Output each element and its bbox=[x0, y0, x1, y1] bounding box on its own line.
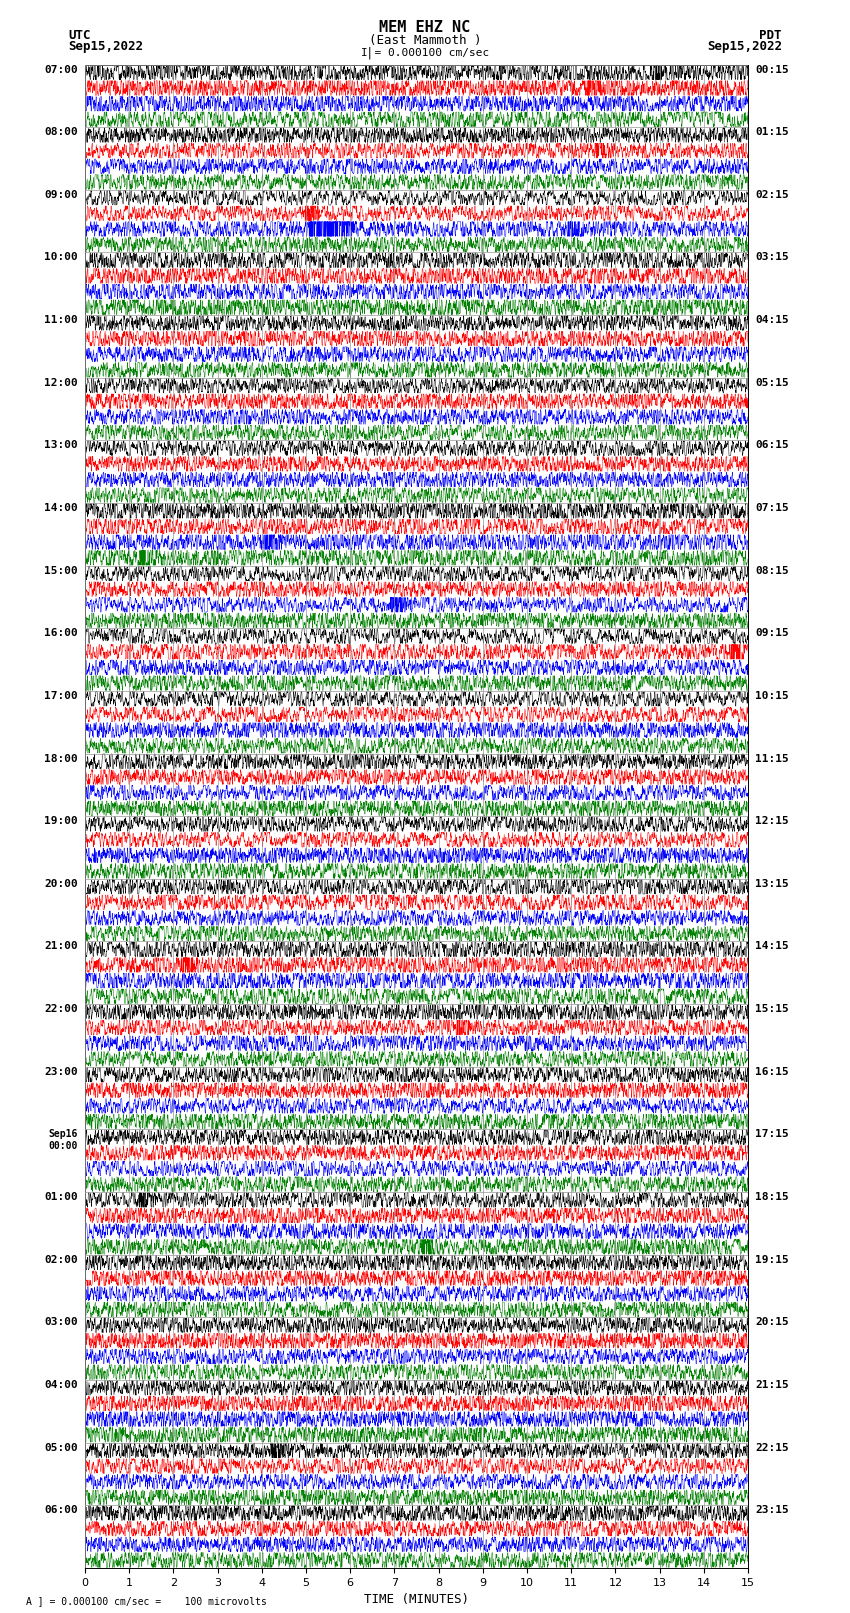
Text: 21:00: 21:00 bbox=[44, 942, 78, 952]
Text: 05:15: 05:15 bbox=[755, 377, 789, 387]
Text: 00:15: 00:15 bbox=[755, 65, 789, 74]
Text: 04:15: 04:15 bbox=[755, 315, 789, 326]
Text: 11:00: 11:00 bbox=[44, 315, 78, 326]
Text: (East Mammoth ): (East Mammoth ) bbox=[369, 34, 481, 47]
Text: 03:00: 03:00 bbox=[44, 1318, 78, 1327]
Text: 13:15: 13:15 bbox=[755, 879, 789, 889]
Text: 20:15: 20:15 bbox=[755, 1318, 789, 1327]
Text: 01:00: 01:00 bbox=[44, 1192, 78, 1202]
Text: 10:15: 10:15 bbox=[755, 690, 789, 702]
Text: 18:00: 18:00 bbox=[44, 753, 78, 763]
Text: 07:00: 07:00 bbox=[44, 65, 78, 74]
Text: 13:00: 13:00 bbox=[44, 440, 78, 450]
Text: I = 0.000100 cm/sec: I = 0.000100 cm/sec bbox=[361, 48, 489, 58]
Text: 05:00: 05:00 bbox=[44, 1442, 78, 1453]
Text: 07:15: 07:15 bbox=[755, 503, 789, 513]
Text: 06:15: 06:15 bbox=[755, 440, 789, 450]
Text: 21:15: 21:15 bbox=[755, 1379, 789, 1390]
Text: 19:00: 19:00 bbox=[44, 816, 78, 826]
Text: 20:00: 20:00 bbox=[44, 879, 78, 889]
Text: Sep15,2022: Sep15,2022 bbox=[68, 40, 143, 53]
Text: UTC: UTC bbox=[68, 29, 90, 42]
Text: 17:15: 17:15 bbox=[755, 1129, 789, 1139]
Text: 12:00: 12:00 bbox=[44, 377, 78, 387]
Text: 22:15: 22:15 bbox=[755, 1442, 789, 1453]
Text: 15:00: 15:00 bbox=[44, 566, 78, 576]
Text: 04:00: 04:00 bbox=[44, 1379, 78, 1390]
Text: 16:00: 16:00 bbox=[44, 627, 78, 639]
Text: Sep16
00:00: Sep16 00:00 bbox=[48, 1129, 78, 1152]
Text: 02:15: 02:15 bbox=[755, 190, 789, 200]
Text: 06:00: 06:00 bbox=[44, 1505, 78, 1515]
Text: 09:00: 09:00 bbox=[44, 190, 78, 200]
Text: 14:00: 14:00 bbox=[44, 503, 78, 513]
Text: 08:00: 08:00 bbox=[44, 127, 78, 137]
Text: 09:15: 09:15 bbox=[755, 627, 789, 639]
Text: MEM EHZ NC: MEM EHZ NC bbox=[379, 21, 471, 35]
Text: 14:15: 14:15 bbox=[755, 942, 789, 952]
Text: 17:00: 17:00 bbox=[44, 690, 78, 702]
Text: 23:00: 23:00 bbox=[44, 1066, 78, 1077]
X-axis label: TIME (MINUTES): TIME (MINUTES) bbox=[364, 1594, 469, 1607]
Text: 10:00: 10:00 bbox=[44, 252, 78, 263]
Text: 08:15: 08:15 bbox=[755, 566, 789, 576]
Text: 22:00: 22:00 bbox=[44, 1003, 78, 1015]
Text: 02:00: 02:00 bbox=[44, 1255, 78, 1265]
Text: 12:15: 12:15 bbox=[755, 816, 789, 826]
Text: PDT: PDT bbox=[760, 29, 782, 42]
Text: 19:15: 19:15 bbox=[755, 1255, 789, 1265]
Text: Sep15,2022: Sep15,2022 bbox=[707, 40, 782, 53]
Text: |: | bbox=[366, 47, 373, 60]
Text: 18:15: 18:15 bbox=[755, 1192, 789, 1202]
Text: 23:15: 23:15 bbox=[755, 1505, 789, 1515]
Text: 15:15: 15:15 bbox=[755, 1003, 789, 1015]
Text: 16:15: 16:15 bbox=[755, 1066, 789, 1077]
Text: 01:15: 01:15 bbox=[755, 127, 789, 137]
Text: A ] = 0.000100 cm/sec =    100 microvolts: A ] = 0.000100 cm/sec = 100 microvolts bbox=[26, 1597, 266, 1607]
Text: 03:15: 03:15 bbox=[755, 252, 789, 263]
Text: 11:15: 11:15 bbox=[755, 753, 789, 763]
